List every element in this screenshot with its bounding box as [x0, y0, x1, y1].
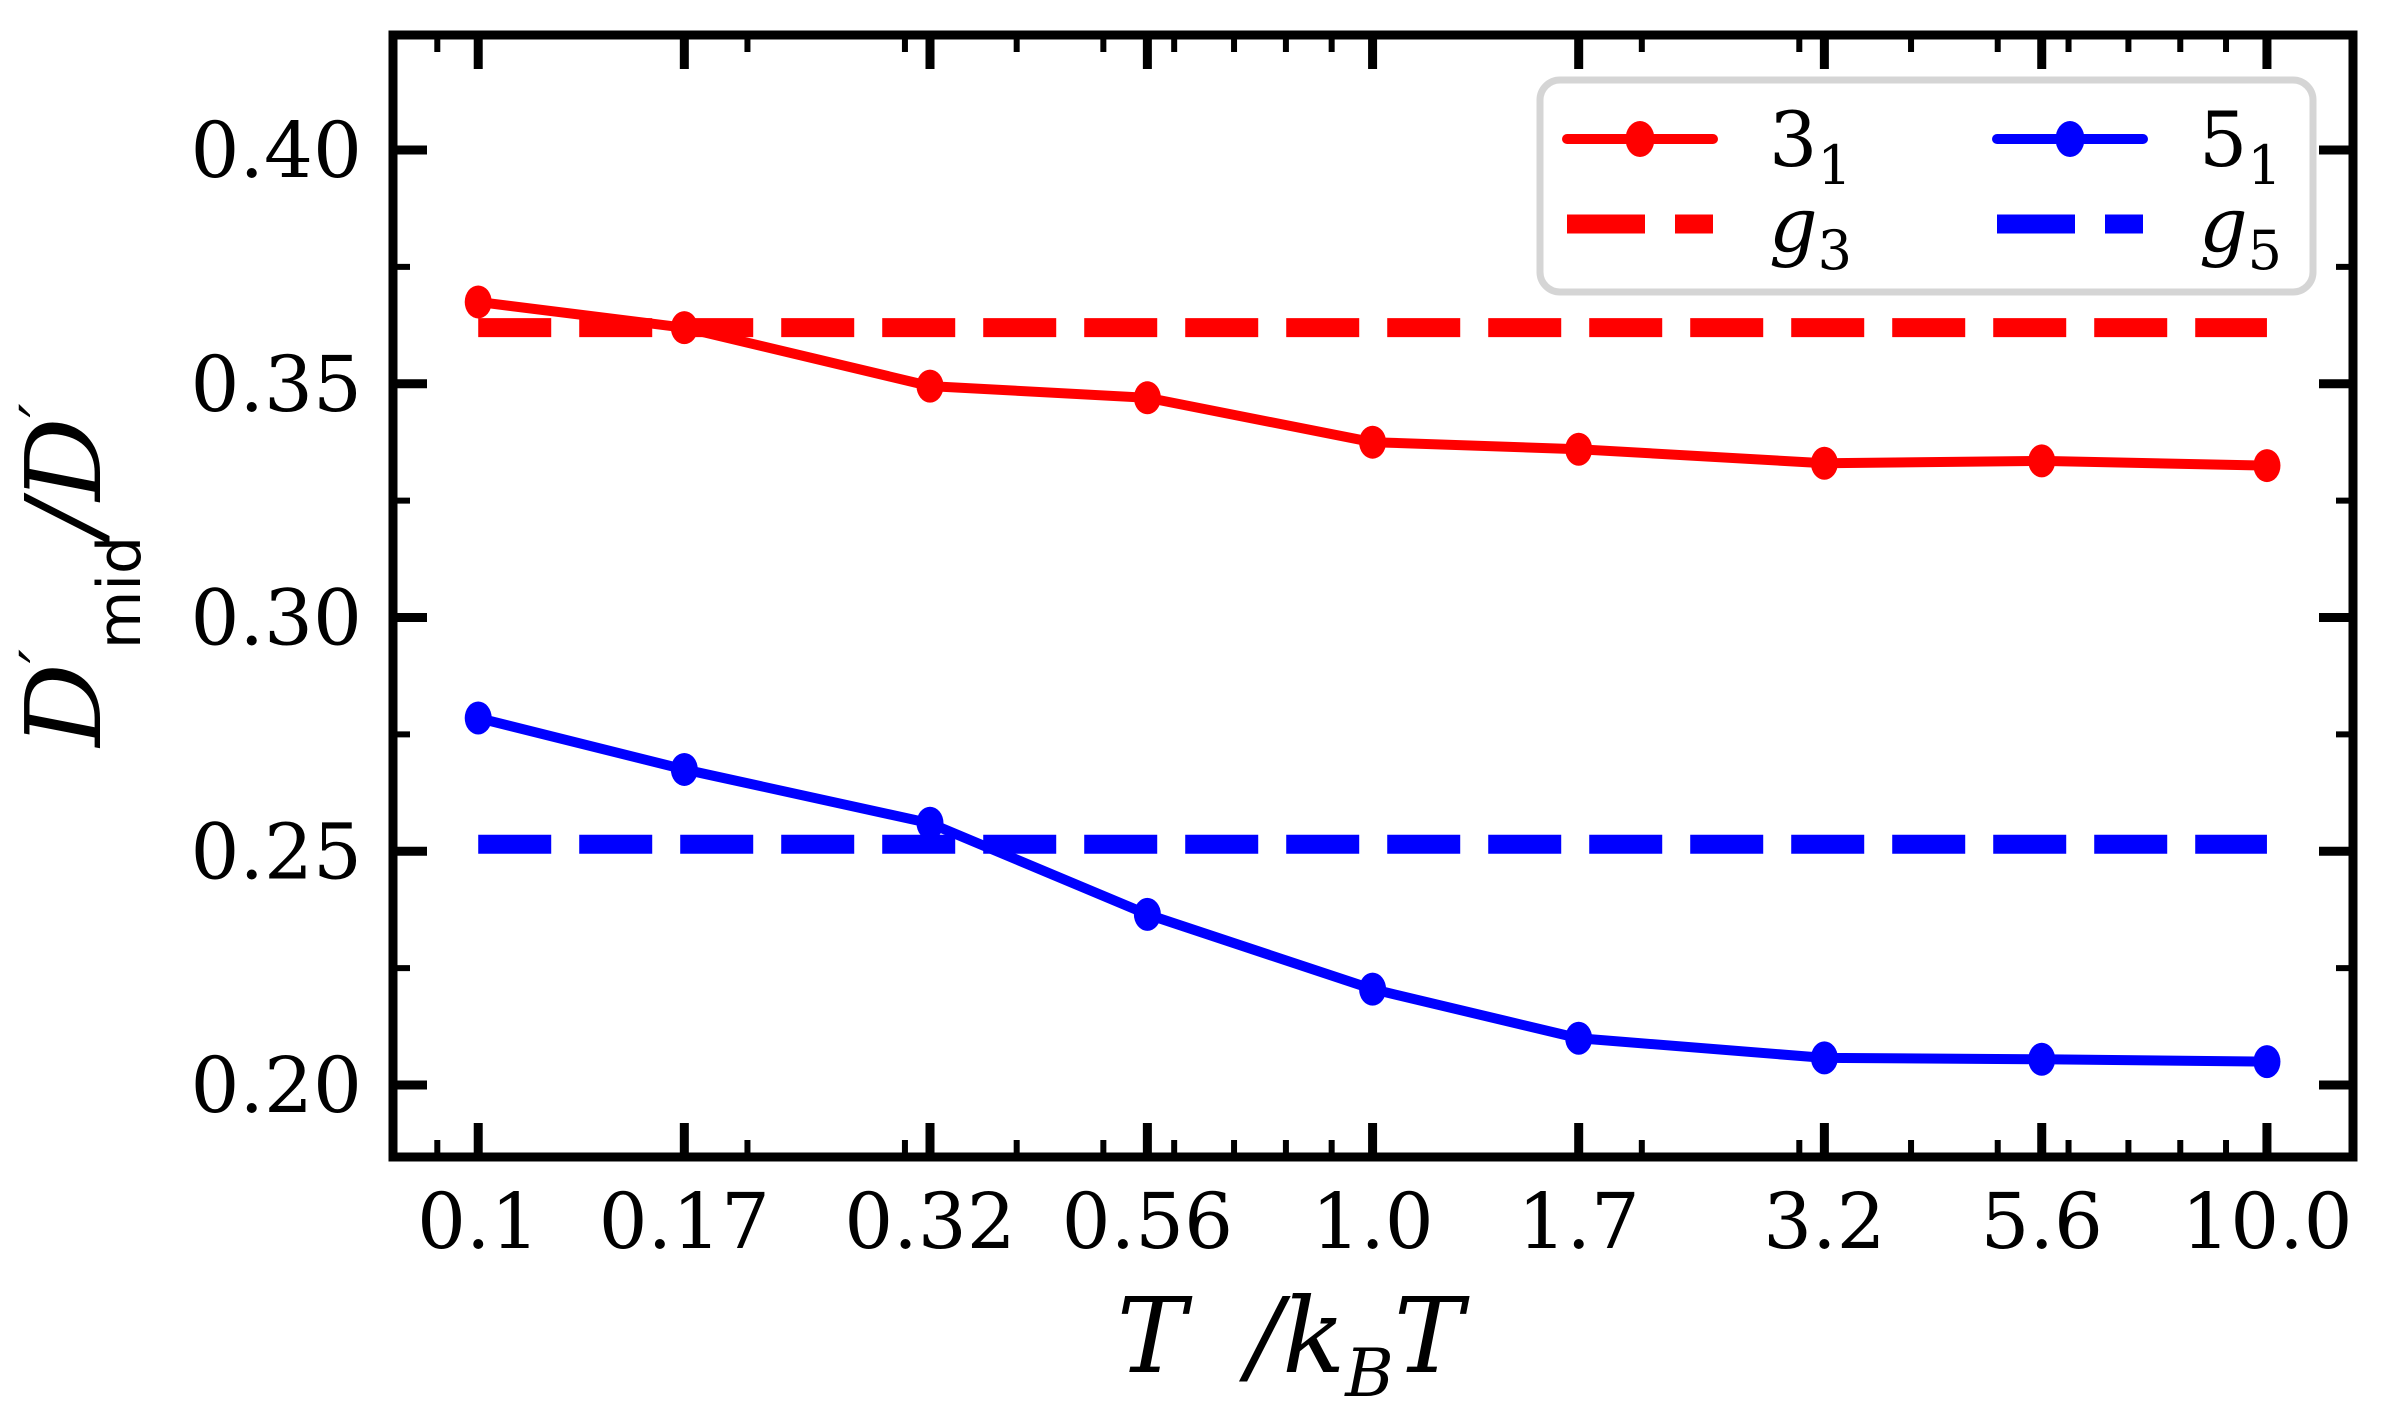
data-point-marker: [1359, 972, 1387, 1006]
legend-label-3_1: 31: [1769, 95, 1852, 197]
y-axis-label: D′mid/D′: [3, 403, 155, 748]
data-point-marker: [916, 806, 944, 840]
y-tick-label: 0.35: [191, 341, 362, 430]
legend-label-g_5: g5: [2199, 180, 2282, 282]
axis-ticks: [393, 35, 2353, 1157]
series-5_1-markers: [464, 701, 2281, 1079]
series-3_1-markers: [464, 285, 2281, 483]
data-point-marker: [2028, 1042, 2056, 1076]
y-tick-labels: 0.40 0.35 0.30 0.25 0.20: [191, 107, 362, 1131]
data-point-marker: [670, 311, 698, 345]
data-point-marker: [1565, 432, 1593, 466]
x-tick-label: 5.6: [1981, 1178, 2103, 1267]
data-point-marker: [1133, 897, 1161, 931]
x-tick-label: 3.2: [1763, 1178, 1885, 1267]
x-tick-label: 0.1: [417, 1178, 539, 1267]
x-tick-label: 10.0: [2181, 1178, 2352, 1267]
data-point-marker: [1810, 1041, 1838, 1075]
legend-label-g_3: g3: [1769, 180, 1852, 282]
legend-box: [1536, 76, 2317, 296]
data-point-marker: [1359, 425, 1387, 459]
data-point-marker: [1133, 381, 1161, 415]
data-point-marker: [1565, 1021, 1593, 1055]
x-tick-label: 1.7: [1517, 1178, 1639, 1267]
x-tick-label: 1.0: [1311, 1178, 1433, 1267]
data-point-marker: [2028, 444, 2056, 478]
x-tick-labels: 0.1 0.17 0.32 0.56 1.0 1.7 3.2 5.6 10.0: [417, 1178, 2353, 1267]
legend-marker-5_1: [2055, 121, 2085, 157]
y-tick-label: 0.40: [191, 107, 362, 196]
x-tick-label: 0.56: [1062, 1178, 1233, 1267]
data-point-marker: [1810, 446, 1838, 480]
series-5_1: [464, 701, 2281, 1079]
y-tick-label: 0.25: [191, 808, 362, 897]
legend-label-5_1: 51: [2199, 95, 2282, 197]
data-point-marker: [2253, 1045, 2281, 1079]
x-tick-label: 0.17: [599, 1178, 770, 1267]
data-point-marker: [670, 752, 698, 786]
data-point-marker: [464, 701, 492, 735]
data-point-marker: [464, 285, 492, 319]
legend-marker-3_1: [1625, 121, 1655, 157]
y-tick-label: 0.30: [191, 575, 362, 664]
reference-lines: [478, 318, 2267, 854]
y-tick-label: 0.20: [191, 1042, 362, 1131]
x-axis-label: T /kBT: [1117, 1275, 1470, 1410]
x-tick-label: 0.32: [844, 1178, 1015, 1267]
data-point-marker: [916, 369, 944, 403]
data-point-marker: [2253, 449, 2281, 483]
series-3_1: [464, 285, 2281, 483]
series-5_1-line: [473, 713, 2272, 1067]
